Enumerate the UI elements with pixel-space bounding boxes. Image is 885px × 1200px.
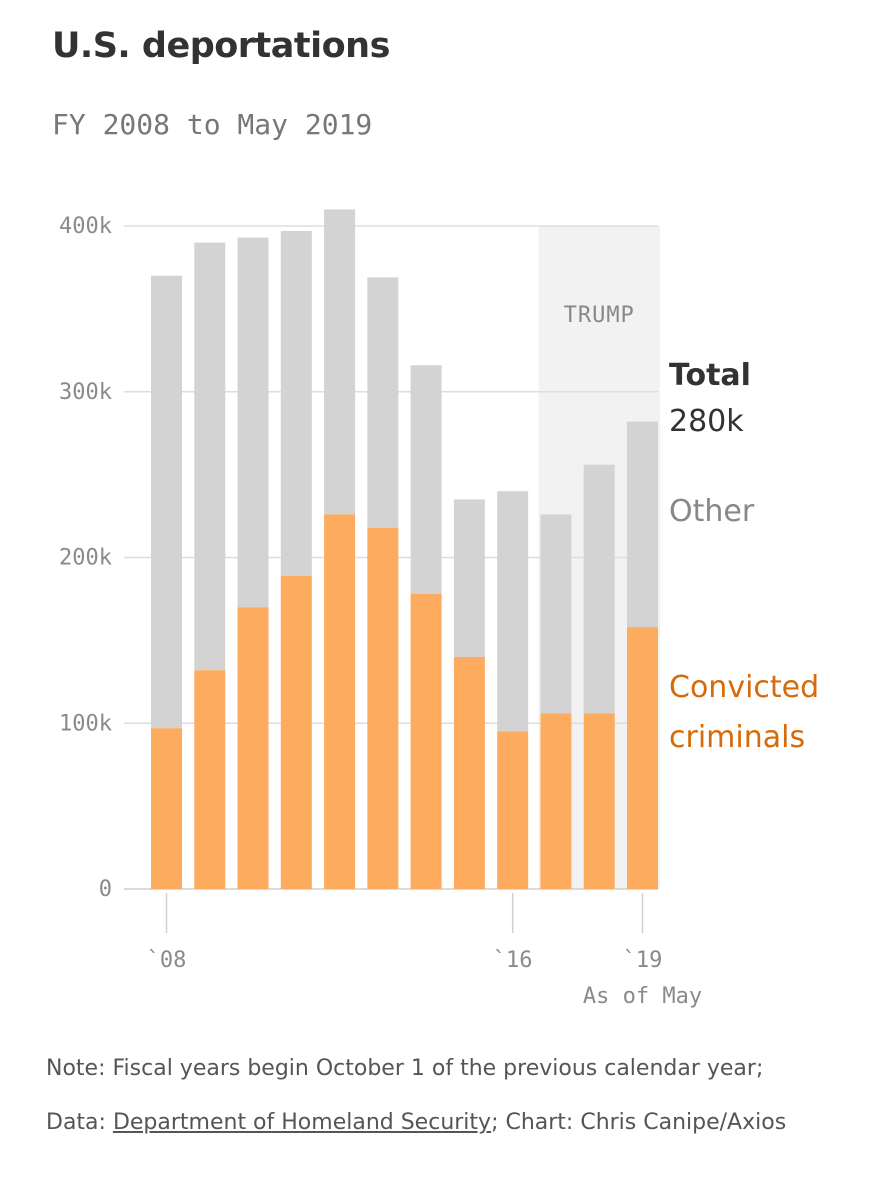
bar-convicted-2008 bbox=[151, 728, 182, 889]
bar-other-2014 bbox=[410, 365, 442, 594]
bar-other-2015 bbox=[453, 499, 485, 657]
bar-other-2019 bbox=[626, 421, 658, 628]
legend-convicted-label-line1: Convicted bbox=[669, 670, 819, 705]
bar-convicted-2009 bbox=[194, 670, 226, 889]
footer-source-line: Data: Department of Homeland Security; C… bbox=[46, 1096, 846, 1150]
bar-convicted-2017 bbox=[540, 713, 572, 889]
deportations-bar-chart: TRUMP 0 100k 200k 300k 400k `08 `16 `19 As of M… bbox=[59, 209, 819, 1009]
x-tick-label-2019: `19 bbox=[623, 948, 663, 973]
legend-total-value: 280k bbox=[669, 404, 744, 439]
bar-other-2008 bbox=[151, 275, 182, 729]
x-axis-note: As of May bbox=[583, 984, 702, 1009]
y-tick-label-300k: 300k bbox=[59, 380, 112, 405]
y-tick-label-0: 0 bbox=[99, 877, 112, 902]
bar-convicted-2013 bbox=[367, 527, 399, 889]
trump-region-label: TRUMP bbox=[564, 303, 635, 328]
bar-other-2010 bbox=[237, 237, 269, 608]
footer-data-prefix: Data: bbox=[46, 1110, 113, 1135]
bar-other-2017 bbox=[540, 514, 572, 714]
legend-other-label: Other bbox=[669, 494, 755, 529]
y-tick-label-100k: 100k bbox=[59, 711, 112, 736]
bar-convicted-2011 bbox=[280, 575, 312, 889]
bar-convicted-2015 bbox=[453, 656, 485, 889]
bar-convicted-2019 bbox=[626, 627, 658, 889]
bar-other-2009 bbox=[194, 242, 226, 671]
y-tick-label-400k: 400k bbox=[59, 214, 112, 239]
legend-convicted-label-line2: criminals bbox=[669, 720, 805, 755]
bar-other-2018 bbox=[583, 464, 615, 714]
legend-total-label: Total bbox=[669, 358, 751, 393]
bar-other-2012 bbox=[324, 209, 356, 515]
chart-title: U.S. deportations bbox=[52, 26, 390, 66]
bar-convicted-2016 bbox=[497, 731, 529, 889]
x-tick-label-2008: `08 bbox=[147, 948, 187, 973]
chart-subtitle: FY 2008 to May 2019 bbox=[52, 108, 373, 141]
footer-note-line: Note: Fiscal years begin October 1 of th… bbox=[46, 1056, 764, 1081]
bar-other-2016 bbox=[497, 491, 529, 732]
bar-convicted-2018 bbox=[583, 713, 615, 889]
bar-other-2013 bbox=[367, 277, 399, 528]
bar-convicted-2012 bbox=[324, 514, 356, 889]
bar-other-2011 bbox=[280, 230, 312, 576]
x-tick-label-2016: `16 bbox=[493, 948, 533, 973]
footer-chart-credit: ; Chart: Chris Canipe/Axios bbox=[491, 1110, 787, 1135]
footer-note: Note: Fiscal years begin October 1 of th… bbox=[46, 1042, 846, 1150]
footer-data-link[interactable]: Department of Homeland Security bbox=[112, 1110, 492, 1135]
y-tick-label-200k: 200k bbox=[59, 546, 112, 571]
bar-convicted-2014 bbox=[410, 593, 442, 889]
bar-convicted-2010 bbox=[237, 607, 269, 889]
